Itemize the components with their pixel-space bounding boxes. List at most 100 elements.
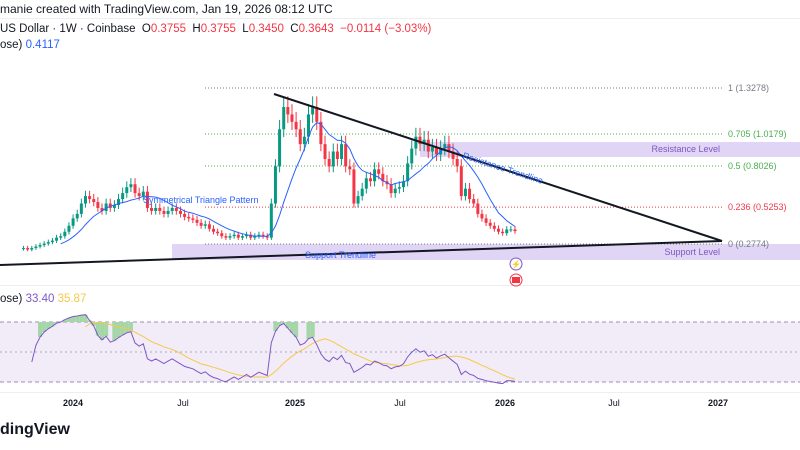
- candle: [273, 166, 277, 204]
- candle: [418, 136, 422, 145]
- axis-divider: [0, 392, 800, 393]
- candle: [224, 236, 228, 238]
- resistance-trendline[interactable]: [273, 93, 723, 242]
- chart-credit: manie created with TradingView.com, Jan …: [0, 2, 333, 16]
- candle: [212, 228, 216, 232]
- candle: [410, 148, 414, 164]
- candle: [368, 178, 372, 182]
- candle: [170, 207, 174, 211]
- x-tick-label: 2024: [63, 398, 83, 408]
- fib-level-label: 1 (1.3278): [728, 83, 769, 93]
- candle: [298, 129, 302, 145]
- candle: [393, 188, 397, 194]
- candle: [307, 114, 310, 137]
- candle: [348, 166, 352, 170]
- candle: [331, 151, 335, 167]
- candle: [55, 237, 59, 241]
- candle: [509, 229, 513, 231]
- support-level-label: Support Level: [664, 247, 720, 257]
- candle: [340, 144, 344, 159]
- candle: [220, 233, 224, 237]
- candle: [187, 216, 191, 219]
- candle: [240, 236, 244, 238]
- x-tick-label: Jul: [177, 398, 189, 408]
- candle: [232, 234, 236, 237]
- candle: [34, 246, 38, 249]
- candle: [100, 207, 104, 211]
- candle: [389, 184, 393, 194]
- candle: [257, 234, 261, 237]
- candle: [311, 106, 315, 115]
- tradingview-logo: dingView: [0, 421, 70, 438]
- rsi-ma-line: [85, 321, 516, 380]
- pane-divider: [0, 285, 800, 286]
- candle: [480, 213, 484, 219]
- candle: [228, 236, 232, 238]
- fib-level-label: 0.705 (1.0179): [728, 129, 787, 139]
- x-tick-label: 2026: [495, 398, 515, 408]
- candle: [199, 222, 203, 226]
- candle: [46, 242, 50, 244]
- candle: [96, 202, 100, 208]
- candle: [125, 187, 129, 194]
- candle: [71, 218, 75, 226]
- candle: [129, 184, 133, 188]
- rsi-legend: ose) 33.40 35.87: [0, 293, 86, 305]
- candle: [492, 225, 496, 229]
- support-zone: [172, 244, 800, 260]
- candle: [207, 224, 211, 229]
- support-trendline[interactable]: [0, 240, 723, 266]
- candle: [278, 129, 282, 167]
- candle: [513, 229, 517, 232]
- low-value: 0.3450: [248, 23, 284, 35]
- flag-glyph: [512, 277, 520, 283]
- candle: [356, 196, 360, 204]
- candle: [381, 173, 385, 182]
- candle: [183, 213, 187, 217]
- candle: [42, 243, 46, 246]
- candle: [447, 144, 451, 152]
- candle: [166, 210, 170, 214]
- candle: [30, 248, 34, 250]
- candle: [191, 218, 195, 220]
- change-value: −0.0114 (−3.03%): [340, 23, 432, 35]
- close-value: 0.3643: [298, 23, 334, 35]
- candle: [294, 121, 298, 130]
- ohlc-legend: US Dollar · 1W · Coinbase O0.3755 H0.375…: [0, 23, 431, 35]
- fib-level-label: 0 (0.2774): [728, 239, 769, 249]
- x-tick-label: Jul: [608, 398, 620, 408]
- candle: [476, 203, 480, 214]
- candle: [92, 199, 96, 203]
- candle: [360, 188, 364, 197]
- candle: [79, 203, 83, 214]
- candle: [178, 210, 182, 214]
- candle: [319, 121, 323, 145]
- candle: [265, 236, 269, 238]
- candle: [203, 224, 207, 226]
- candle: [137, 193, 141, 197]
- candle: [145, 191, 149, 208]
- candle: [323, 144, 327, 159]
- candle: [261, 234, 265, 237]
- high-value: 0.3755: [200, 23, 236, 35]
- candle: [59, 236, 63, 238]
- candle: [459, 166, 463, 197]
- x-tick-label: 2027: [708, 398, 728, 408]
- resistance-level-label: Resistance Level: [651, 144, 720, 154]
- pattern-label: Symmetrical Triangle Pattern: [143, 195, 259, 205]
- candle: [463, 188, 467, 197]
- candle: [174, 207, 178, 211]
- low-label: L: [242, 23, 249, 35]
- ma-line: [60, 122, 516, 245]
- candle: [488, 222, 492, 226]
- candle: [286, 106, 290, 115]
- candle: [249, 234, 253, 238]
- ma-legend: ose) 0.4117: [0, 39, 60, 51]
- event-lightning-icon[interactable]: [509, 257, 523, 271]
- candle: [472, 199, 476, 204]
- candle: [158, 207, 162, 211]
- candle: [335, 151, 339, 159]
- x-tick-label: Jul: [394, 398, 406, 408]
- candle: [352, 169, 356, 204]
